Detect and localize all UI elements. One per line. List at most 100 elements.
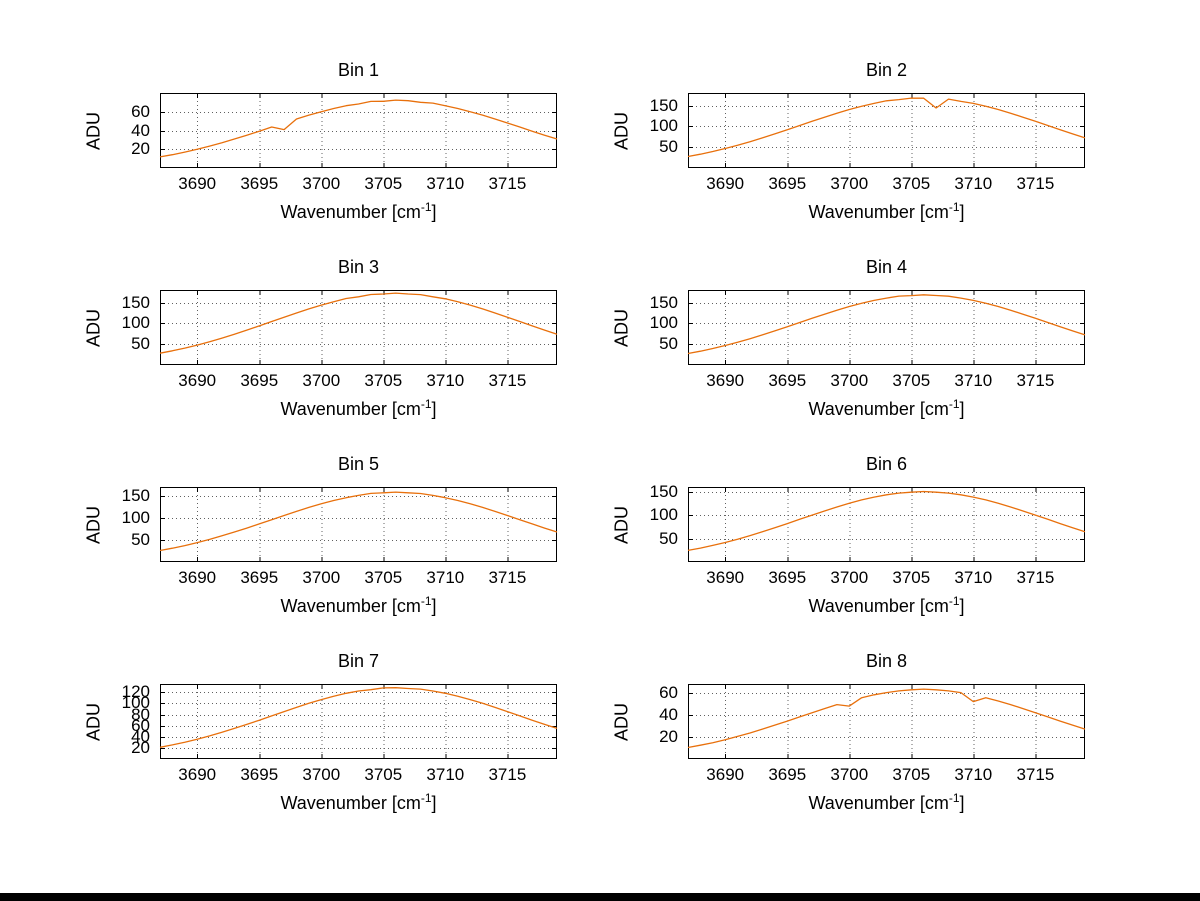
subplot-bin-3: Bin 3 ADU 50 100 150 3690 3695 3700 3705 3710 3715… [84,257,558,419]
x-tick-label: 3710 [426,174,465,193]
spectrum-line [159,687,558,748]
x-tick-label: 3715 [488,568,527,587]
y-tick-label: 150 [649,292,678,312]
x-tick-label: 3705 [364,174,403,193]
plot-title: Bin 1 [337,60,380,80]
spectrum-line [687,688,1086,749]
x-tick-label: 3695 [240,568,279,587]
x-tick-label: 3705 [364,568,403,587]
x-tick-label: 3700 [830,765,869,784]
axis-box [688,684,1085,759]
x-tick-label: 3700 [830,568,869,587]
plot-area [687,93,1086,168]
spectrum-line [159,99,558,158]
axis-box [688,290,1085,365]
exponent: -1 [420,200,432,214]
x-tick-label: 3690 [706,174,745,193]
x-tick-label: 3705 [892,371,931,390]
x-tick-label: 3705 [892,174,931,193]
subplot-bin-1: Bin 1 ADU 20 40 60 3690 3695 3700 3705 3710 3715 Wa… [84,60,558,222]
subplot-bin-7: Bin 7 ADU 20 40 60 80 100 120 3690 3695 3700 3705 37… [84,651,558,813]
x-tick-label: 3705 [364,371,403,390]
y-tick-label: 100 [649,313,678,333]
x-axis-label: Wavenumber [cm-1] [808,397,965,419]
subplot-bin-6: Bin 6 ADU 50 100 150 3690 3695 3700 3705 3710 3715… [612,454,1086,616]
x-tick-label: 3690 [706,568,745,587]
y-tick-label: 100 [649,505,678,525]
plot-title: Bin 5 [337,454,380,474]
x-tick-label: 3700 [302,568,341,587]
y-tick-label: 40 [131,120,150,140]
y-tick-label: 150 [121,485,150,505]
x-tick-label: 3695 [240,174,279,193]
x-tick-label: 3695 [240,765,279,784]
axis-box [160,290,557,365]
plot-area [159,290,558,365]
window-bottom-edge [0,893,1200,901]
x-tick-label: 3690 [706,371,745,390]
exponent: -1 [948,397,960,411]
y-tick-label: 150 [649,95,678,115]
x-axis-label: Wavenumber [cm-1] [808,791,965,813]
y-tick-label: 40 [659,704,678,724]
y-tick-label: 100 [649,116,678,136]
plot-area [687,487,1086,562]
x-tick-label: 3700 [830,371,869,390]
plot-area [687,290,1086,365]
y-tick-label: 60 [131,101,150,121]
exponent: -1 [948,594,960,608]
x-tick-label: 3695 [768,568,807,587]
y-tick-label: 50 [659,528,678,548]
x-tick-label: 3695 [768,765,807,784]
x-axis-label: Wavenumber [cm-1] [280,200,437,222]
x-tick-label: 3710 [954,568,993,587]
x-tick-label: 3690 [178,371,217,390]
y-tick-label: 60 [131,715,150,735]
y-tick-label: 20 [659,726,678,746]
axis-box [160,93,557,168]
plot-title: Bin 7 [337,651,380,671]
plot-area [159,93,558,168]
x-tick-label: 3715 [488,371,527,390]
x-tick-label: 3690 [178,174,217,193]
x-tick-label: 3710 [954,371,993,390]
subplot-bin-4: Bin 4 ADU 50 100 150 3690 3695 3700 3705 3710 3715… [612,257,1086,419]
axis-box [688,487,1085,562]
y-tick-label: 100 [121,693,150,713]
x-tick-label: 3715 [488,765,527,784]
spectrum-line [687,294,1086,355]
subplot-bin-5: Bin 5 ADU 50 100 150 3690 3695 3700 3705 3710 3715… [84,454,558,616]
x-tick-label: 3690 [178,765,217,784]
exponent: -1 [948,200,960,214]
y-tick-label: 50 [659,334,678,354]
x-tick-label: 3700 [302,765,341,784]
exponent: -1 [948,791,960,805]
exponent: -1 [420,594,432,608]
plot-title: Bin 8 [865,651,908,671]
y-tick-label: 100 [121,313,150,333]
plot-title: Bin 3 [337,257,380,277]
x-axis-label: Wavenumber [cm-1] [808,594,965,616]
y-tick-label: 120 [121,682,150,702]
x-tick-label: 3715 [488,174,527,193]
y-tick-label: 40 [131,726,150,746]
x-axis-label: Wavenumber [cm-1] [280,791,437,813]
x-tick-label: 3710 [426,568,465,587]
subplot-bin-2: Bin 2 ADU 50 100 150 3690 3695 3700 3705 3710 3715… [612,60,1086,222]
y-tick-label: 80 [131,704,150,724]
x-tick-label: 3695 [768,174,807,193]
axis-box [688,93,1085,168]
x-tick-label: 3690 [178,568,217,587]
x-tick-label: 3715 [1016,174,1055,193]
axis-box [160,487,557,562]
x-tick-label: 3700 [302,174,341,193]
spectrum-line [159,491,558,552]
y-tick-label: 20 [131,139,150,159]
x-tick-label: 3715 [1016,371,1055,390]
y-tick-label: 20 [131,737,150,757]
exponent: -1 [420,791,432,805]
y-tick-label: 60 [659,682,678,702]
plot-title: Bin 4 [865,257,908,277]
x-tick-label: 3710 [954,174,993,193]
